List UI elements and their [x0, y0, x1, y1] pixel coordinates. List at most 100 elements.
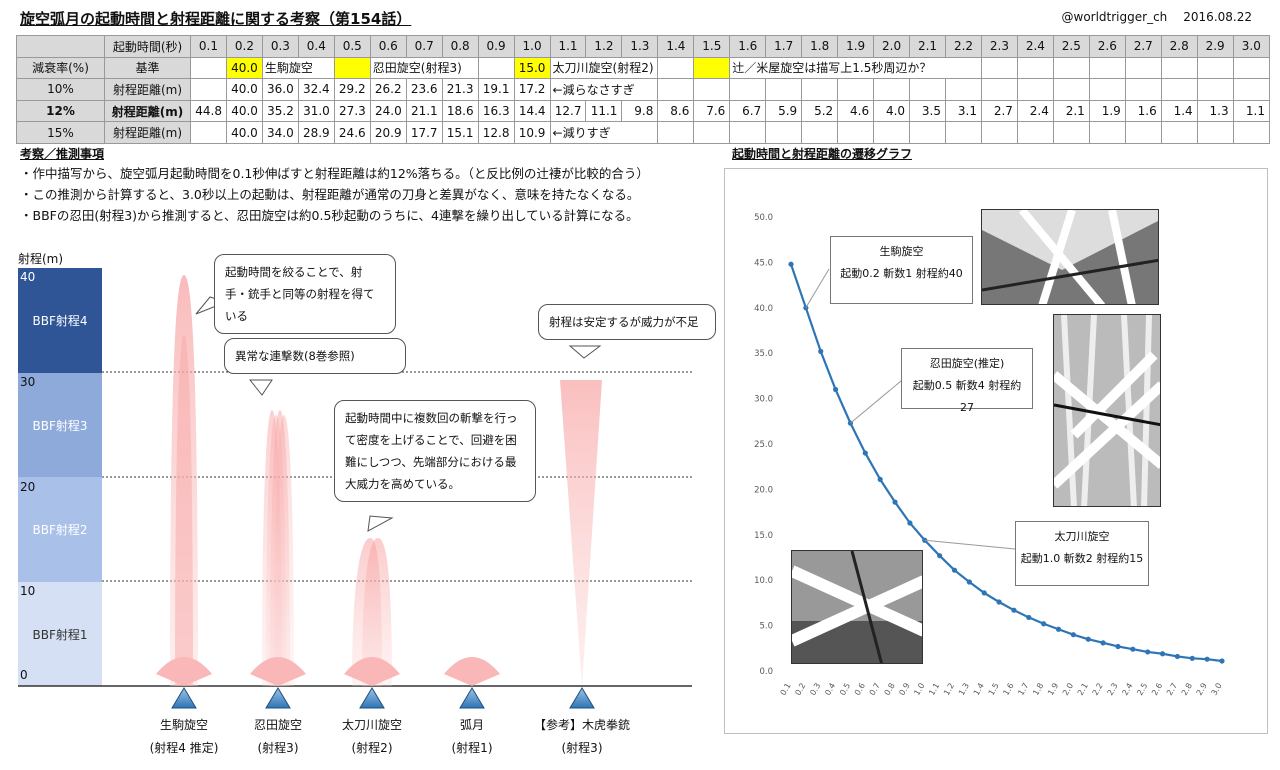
chart-svg: 50.0 45.0 40.0 35.0 30.0 25.0 20.0 15.0 10.0 5.0 0… [754, 213, 1225, 698]
table-cell-highlight: 40.0 [225, 56, 263, 80]
table-cell [1160, 56, 1198, 80]
table-row-12: 12% 射程距離(m) 44.8 40.0 35.2 31.0 27.3 24.0 21.1 18… [16, 99, 1271, 123]
table-cell [190, 121, 227, 144]
annotation-ikoma-text: 起動0.2 斬数1 射程約40 [840, 267, 963, 280]
user-2: 忍田旋空 (射程3) [238, 714, 318, 760]
data-point [1041, 621, 1047, 627]
table-cell: 16.3 [477, 99, 515, 123]
x-tick-label: 1.4 [972, 682, 986, 698]
table-cell: 1.1 [1232, 99, 1271, 123]
table-cell: 2.3 [980, 35, 1018, 58]
point-2: ・この推測から計算すると、3.0秒以上の起動は、射程距離が通常の刀身と差異がなく… [20, 187, 640, 202]
table-cell: 2.0 [873, 35, 911, 58]
data-point [1055, 626, 1062, 632]
table-row-10: 10% 射程距離(m) 40.0 36.0 32.4 29.2 26.2 23.6 21.3 19… [16, 78, 1271, 101]
credit: @worldtrigger_ch 2016.08.22 [1046, 10, 1253, 24]
table-cell [1232, 121, 1271, 144]
table-cell: 40.0 [225, 78, 263, 101]
annotation-tachikawa: 太刀川旋空 起動1.0 斬数2 射程約15 [1015, 521, 1149, 586]
annotation-shinoda-text: 起動0.5 斬数4 射程約27 [912, 379, 1022, 414]
data-point [877, 476, 883, 483]
table-cell: 12.8 [477, 121, 515, 144]
table-cell: 2.5 [1052, 35, 1090, 58]
user-2-range: (射程3) [257, 741, 299, 755]
table-note: 辻／米屋旋空は描写上1.5秒周辺か？ [729, 56, 982, 80]
table-cell [1124, 56, 1162, 80]
table-cell: 3.5 [909, 99, 947, 123]
analysis-points: ・作中描写から、旋空弧月起動時間を0.1秒伸ばすと射程距離は約12%落ちる。（と… [20, 163, 649, 226]
table-cell: 0.4 [297, 35, 335, 58]
table-cell [1052, 121, 1090, 144]
table-cell [1196, 121, 1234, 144]
table-cell: 15.1 [441, 121, 479, 144]
table-cell: 7.6 [693, 99, 731, 123]
user-3-name: 太刀川旋空 [341, 718, 402, 732]
table-cell: 4.0 [873, 99, 911, 123]
band-range2: BBF射程2 [18, 477, 102, 582]
page-title: 旋空弧月の起動時間と射程距離に関する考察（第154話） [20, 10, 412, 28]
x-tick-label: 2.2 [1091, 682, 1105, 698]
slash-tachikawa-2 [362, 538, 392, 686]
bubble-tail-4 [568, 345, 602, 359]
y-axis-label: 射程(m) [18, 252, 64, 266]
x-tick-label: 2.3 [1106, 682, 1120, 698]
manga-image-2 [1053, 314, 1161, 507]
y-tick-label: 35.0 [754, 349, 773, 359]
table-cell: 2.1 [1052, 99, 1090, 123]
tick-0: 0 [20, 668, 28, 682]
table-cell: 射程距離(m) [104, 99, 191, 123]
table-cell: 1.4 [1160, 99, 1198, 123]
table-cell: 40.0 [225, 121, 263, 144]
table-cell [1016, 121, 1054, 144]
table-cell [1124, 121, 1162, 144]
table-cell [693, 78, 731, 101]
table-cell: 15% [16, 121, 105, 144]
table-cell: 1.2 [585, 35, 623, 58]
table-cell [1160, 121, 1198, 144]
table-cell: 44.8 [190, 99, 227, 123]
x-tick-label: 0.6 [853, 682, 867, 698]
arc-3 [344, 657, 400, 686]
table-cell: 0.9 [477, 35, 515, 58]
data-point [1159, 651, 1166, 657]
table-cell: 1.4 [657, 35, 695, 58]
x-tick-label: 0.5 [838, 682, 852, 698]
data-point [996, 599, 1002, 605]
table-cell: 1.1 [549, 35, 587, 58]
table-cell: ←減らなさすぎ [549, 78, 659, 101]
y-tick-label: 0.0 [759, 667, 773, 677]
table-cell: 3.1 [945, 99, 982, 123]
table-cell [873, 121, 911, 144]
annotation-leader [850, 380, 902, 424]
table-cell: 19.1 [477, 78, 515, 101]
table-cell: 31.0 [297, 99, 335, 123]
table-cell [801, 121, 839, 144]
marker-1 [171, 687, 197, 709]
marker-4 [459, 687, 485, 709]
table-cell-highlight [693, 56, 731, 80]
table-cell: 1.9 [1088, 99, 1126, 123]
bubble-4: 射程は安定するが威力が不足 [538, 304, 716, 340]
table-row-15: 15% 射程距離(m) 40.0 34.0 28.9 24.6 20.9 17.7 15.1 12… [16, 121, 1271, 144]
arc-2 [250, 657, 306, 686]
tick-30: 30 [20, 375, 36, 389]
y-tick-label: 5.0 [759, 622, 773, 632]
table-cell [765, 121, 803, 144]
band-range1: BBF射程1 [18, 582, 102, 686]
table-cell: 0.7 [405, 35, 443, 58]
table-cell [1088, 78, 1126, 101]
table-cell: 12.7 [549, 99, 587, 123]
table-cell: 2.1 [909, 35, 947, 58]
data-point [1115, 643, 1121, 650]
table-cell [873, 78, 911, 101]
table-cell: 12% [16, 99, 105, 123]
data-point [1100, 640, 1106, 646]
data-table: 起動時間(秒) 0.1 0.2 0.3 0.4 0.5 0.6 0.7 0.8 0.9 1.0 1.1… [16, 35, 1271, 144]
table-note: 太刀川旋空(射程2) [549, 56, 659, 80]
table-cell: 0.5 [333, 35, 371, 58]
table-cell: 0.8 [441, 35, 479, 58]
table-cell [1196, 56, 1234, 80]
table-cell: 起動時間(秒) [104, 35, 191, 58]
table-cell [1124, 78, 1162, 101]
table-cell: 0.1 [190, 35, 227, 58]
